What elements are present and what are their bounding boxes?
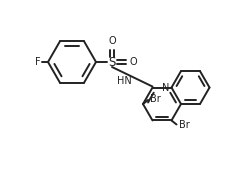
Text: O: O: [108, 36, 116, 46]
Text: O: O: [130, 57, 138, 67]
Text: F: F: [35, 57, 41, 67]
Text: N: N: [162, 83, 169, 92]
Text: Br: Br: [178, 121, 189, 130]
Text: HN: HN: [117, 76, 132, 86]
Text: S: S: [108, 55, 116, 69]
Text: Br: Br: [150, 94, 161, 104]
